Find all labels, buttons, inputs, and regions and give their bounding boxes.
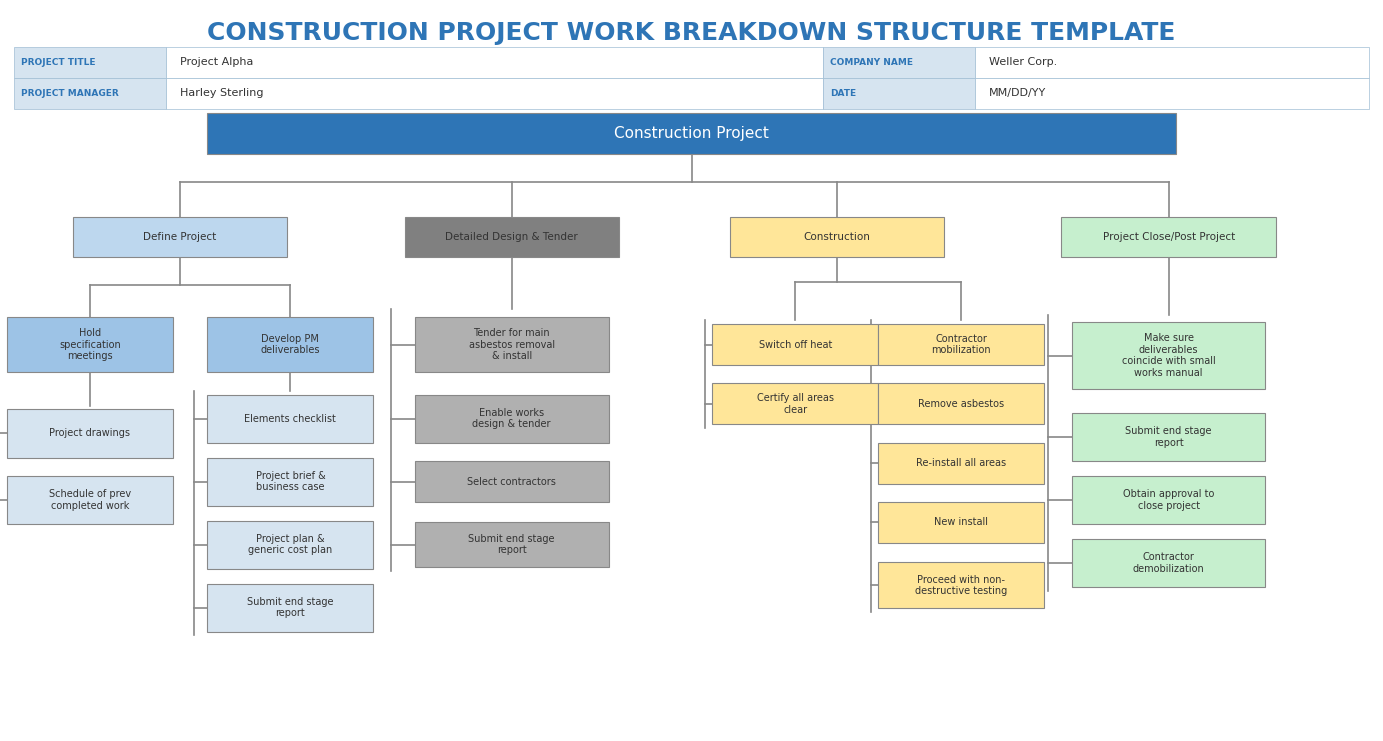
Text: PROJECT MANAGER: PROJECT MANAGER xyxy=(21,89,119,98)
FancyBboxPatch shape xyxy=(72,216,288,257)
FancyBboxPatch shape xyxy=(1072,413,1265,461)
FancyBboxPatch shape xyxy=(712,325,878,365)
Text: CONSTRUCTION PROJECT WORK BREAKDOWN STRUCTURE TEMPLATE: CONSTRUCTION PROJECT WORK BREAKDOWN STRU… xyxy=(207,21,1176,45)
FancyBboxPatch shape xyxy=(878,384,1044,424)
FancyBboxPatch shape xyxy=(415,522,609,567)
FancyBboxPatch shape xyxy=(878,562,1044,608)
FancyBboxPatch shape xyxy=(1072,476,1265,525)
Text: Project drawings: Project drawings xyxy=(50,428,130,439)
FancyBboxPatch shape xyxy=(415,317,609,372)
Text: Tender for main
asbestos removal
& install: Tender for main asbestos removal & insta… xyxy=(469,328,555,361)
FancyBboxPatch shape xyxy=(207,113,1176,154)
Text: Contractor
demobilization: Contractor demobilization xyxy=(1133,552,1205,574)
Text: Elements checklist: Elements checklist xyxy=(245,413,336,424)
Text: Remove asbestos: Remove asbestos xyxy=(918,399,1004,409)
Text: Detailed Design & Tender: Detailed Design & Tender xyxy=(445,232,578,242)
FancyBboxPatch shape xyxy=(1072,322,1265,389)
FancyBboxPatch shape xyxy=(823,78,975,109)
Text: Submit end stage
report: Submit end stage report xyxy=(1126,426,1212,448)
Text: Switch off heat: Switch off heat xyxy=(758,339,833,350)
FancyBboxPatch shape xyxy=(823,47,975,78)
Text: Construction Project: Construction Project xyxy=(614,126,769,141)
Text: Make sure
deliverables
coincide with small
works manual: Make sure deliverables coincide with sma… xyxy=(1122,333,1216,378)
FancyBboxPatch shape xyxy=(878,443,1044,484)
FancyBboxPatch shape xyxy=(878,502,1044,542)
Text: Define Project: Define Project xyxy=(144,232,216,242)
Text: Re-install all areas: Re-install all areas xyxy=(916,458,1007,468)
Text: Certify all areas
clear: Certify all areas clear xyxy=(757,393,834,415)
Text: Schedule of prev
completed work: Schedule of prev completed work xyxy=(48,489,131,511)
Text: DATE: DATE xyxy=(830,89,856,98)
FancyBboxPatch shape xyxy=(7,476,173,525)
Text: Proceed with non-
destructive testing: Proceed with non- destructive testing xyxy=(916,574,1007,597)
FancyBboxPatch shape xyxy=(207,395,373,443)
FancyBboxPatch shape xyxy=(14,78,166,109)
FancyBboxPatch shape xyxy=(730,216,943,257)
Text: Contractor
mobilization: Contractor mobilization xyxy=(931,333,992,356)
FancyBboxPatch shape xyxy=(415,395,609,443)
FancyBboxPatch shape xyxy=(7,409,173,458)
FancyBboxPatch shape xyxy=(1072,539,1265,587)
FancyBboxPatch shape xyxy=(975,47,1369,78)
FancyBboxPatch shape xyxy=(166,78,823,109)
FancyBboxPatch shape xyxy=(207,584,373,631)
FancyBboxPatch shape xyxy=(975,78,1369,109)
Text: Weller Corp.: Weller Corp. xyxy=(989,57,1057,67)
Text: Hold
specification
meetings: Hold specification meetings xyxy=(59,328,120,361)
FancyBboxPatch shape xyxy=(14,47,166,78)
Text: Project brief &
business case: Project brief & business case xyxy=(256,471,325,493)
Text: COMPANY NAME: COMPANY NAME xyxy=(830,58,913,67)
Text: Submit end stage
report: Submit end stage report xyxy=(469,534,555,556)
FancyBboxPatch shape xyxy=(207,317,373,372)
FancyBboxPatch shape xyxy=(878,325,1044,365)
FancyBboxPatch shape xyxy=(7,317,173,372)
FancyBboxPatch shape xyxy=(207,457,373,505)
FancyBboxPatch shape xyxy=(207,520,373,569)
Text: New install: New install xyxy=(934,517,989,528)
Text: Project plan &
generic cost plan: Project plan & generic cost plan xyxy=(249,534,332,556)
Text: Select contractors: Select contractors xyxy=(467,476,556,487)
FancyBboxPatch shape xyxy=(166,47,823,78)
Text: Obtain approval to
close project: Obtain approval to close project xyxy=(1123,489,1214,511)
Text: Project Close/Post Project: Project Close/Post Project xyxy=(1102,232,1235,242)
FancyBboxPatch shape xyxy=(1061,216,1275,257)
Text: Construction: Construction xyxy=(804,232,870,242)
FancyBboxPatch shape xyxy=(404,216,620,257)
FancyBboxPatch shape xyxy=(712,384,878,424)
Text: Harley Sterling: Harley Sterling xyxy=(180,88,263,99)
FancyBboxPatch shape xyxy=(415,461,609,502)
Text: PROJECT TITLE: PROJECT TITLE xyxy=(21,58,95,67)
Text: MM/DD/YY: MM/DD/YY xyxy=(989,88,1046,99)
Text: Enable works
design & tender: Enable works design & tender xyxy=(473,408,550,430)
Text: Develop PM
deliverables: Develop PM deliverables xyxy=(260,333,321,356)
Text: Submit end stage
report: Submit end stage report xyxy=(248,597,333,619)
Text: Project Alpha: Project Alpha xyxy=(180,57,253,67)
